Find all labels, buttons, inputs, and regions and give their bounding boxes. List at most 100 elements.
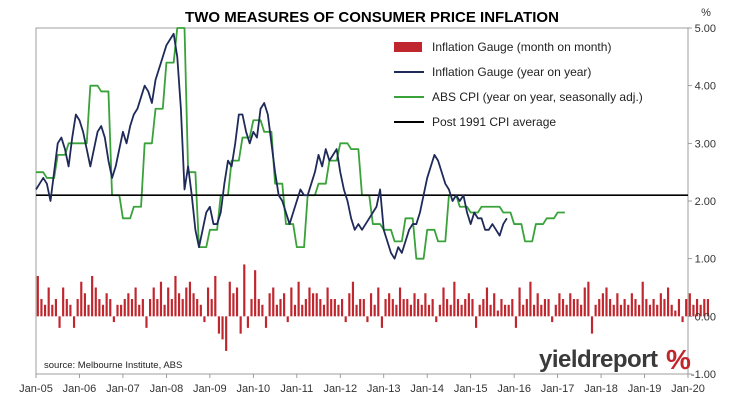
mom-bar [297,281,300,317]
lines-layer [35,27,688,260]
mom-bar [688,293,691,317]
mom-bar [489,304,492,317]
mom-bar [87,304,90,317]
mom-bar [543,299,547,317]
mom-bar [424,293,427,317]
mom-bar [246,316,249,328]
mom-bar [228,281,231,317]
mom-bar [250,299,253,317]
mom-bar [460,304,463,317]
mom-bar [587,281,590,317]
mom-bar [522,304,525,317]
chart-title: TWO MEASURES OF CONSUMER PRICE INFLATION [185,9,559,26]
mom-bar [674,310,677,317]
mom-bar [192,293,195,317]
mom-bar [529,281,532,317]
mom-bar [149,299,152,317]
mom-bar [62,287,65,317]
mom-bar [145,316,148,328]
mom-bar [627,304,630,317]
mom-bar [663,299,666,317]
mom-bar [514,316,518,328]
y-tick-label: 0.00 [695,311,716,323]
mom-bar [308,287,311,317]
mom-bar [141,299,144,317]
mom-bar [257,299,260,317]
y-tick-label: 5.00 [695,23,716,35]
mom-bar [634,299,637,317]
mom-bar [203,316,206,323]
x-tick-label: Jan-08 [150,383,184,395]
mom-bar [340,299,344,317]
plot-area-border [35,27,689,375]
mom-bar [315,293,318,317]
mom-bar [366,316,369,323]
mom-bar [232,293,235,317]
mom-bar [181,299,184,317]
mom-bar [384,299,387,317]
mom-bar [351,281,355,317]
x-tick-label: Jan-19 [628,383,662,395]
mom-bar [83,293,86,317]
mom-bar [112,316,115,323]
mom-bar [344,316,347,323]
mom-bar [616,293,619,317]
mom-bar [58,316,61,328]
mom-bar [467,293,470,317]
mom-bar [272,287,275,317]
mom-bar [348,293,351,317]
mom-bar [630,293,633,317]
abs-cpi-line [36,27,565,260]
mom-bar [130,299,134,317]
mom-bar [373,304,376,317]
mom-bar [156,299,159,317]
x-tick-label: Jan-16 [497,383,531,395]
brand-logo: yieldreport % [539,344,691,375]
mom-bar [54,299,58,317]
mom-bar [116,304,119,317]
mom-bar [293,304,297,317]
mom-bar [322,304,326,317]
mom-bar [174,275,177,317]
mom-bar [254,270,257,317]
brand-name: yieldreport [539,346,658,373]
x-tick-label: Jan-07 [106,383,140,395]
mom-bar [152,287,155,317]
mom-bar [435,316,438,323]
mom-bar [706,299,710,317]
mom-bar [98,299,101,317]
x-tick-label: Jan-12 [323,383,357,395]
legend-label: Inflation Gauge (month on month) [432,40,611,54]
mom-bar [475,316,478,328]
y-tick-label: 1.00 [695,254,716,266]
mom-bar [286,316,289,323]
mom-bar [235,287,239,317]
mom-bar [369,293,373,317]
mom-bar [518,287,521,317]
mom-bar [123,299,126,317]
mom-bar [456,299,460,317]
plot-frame [35,27,689,375]
mom-bar [167,287,170,317]
mom-bar [177,293,181,317]
mom-bar [243,264,246,317]
mom-bar [609,299,612,317]
x-tick-label: Jan-15 [454,383,488,395]
mom-bar [225,316,228,351]
x-tick-label: Jan-17 [541,383,575,395]
mom-bar [91,275,94,317]
mom-bar [221,316,224,340]
mom-bar [196,299,199,317]
mom-bar [319,299,322,317]
mom-bar [692,304,695,317]
mom-bar [362,299,365,317]
mom-bar [80,281,83,317]
mom-bar [612,304,615,317]
mom-bar [453,281,456,317]
mom-bar [199,304,202,317]
mom-bar [409,304,412,317]
mom-bar [446,299,449,317]
mom-bar [580,304,583,317]
mom-bar [36,275,39,317]
